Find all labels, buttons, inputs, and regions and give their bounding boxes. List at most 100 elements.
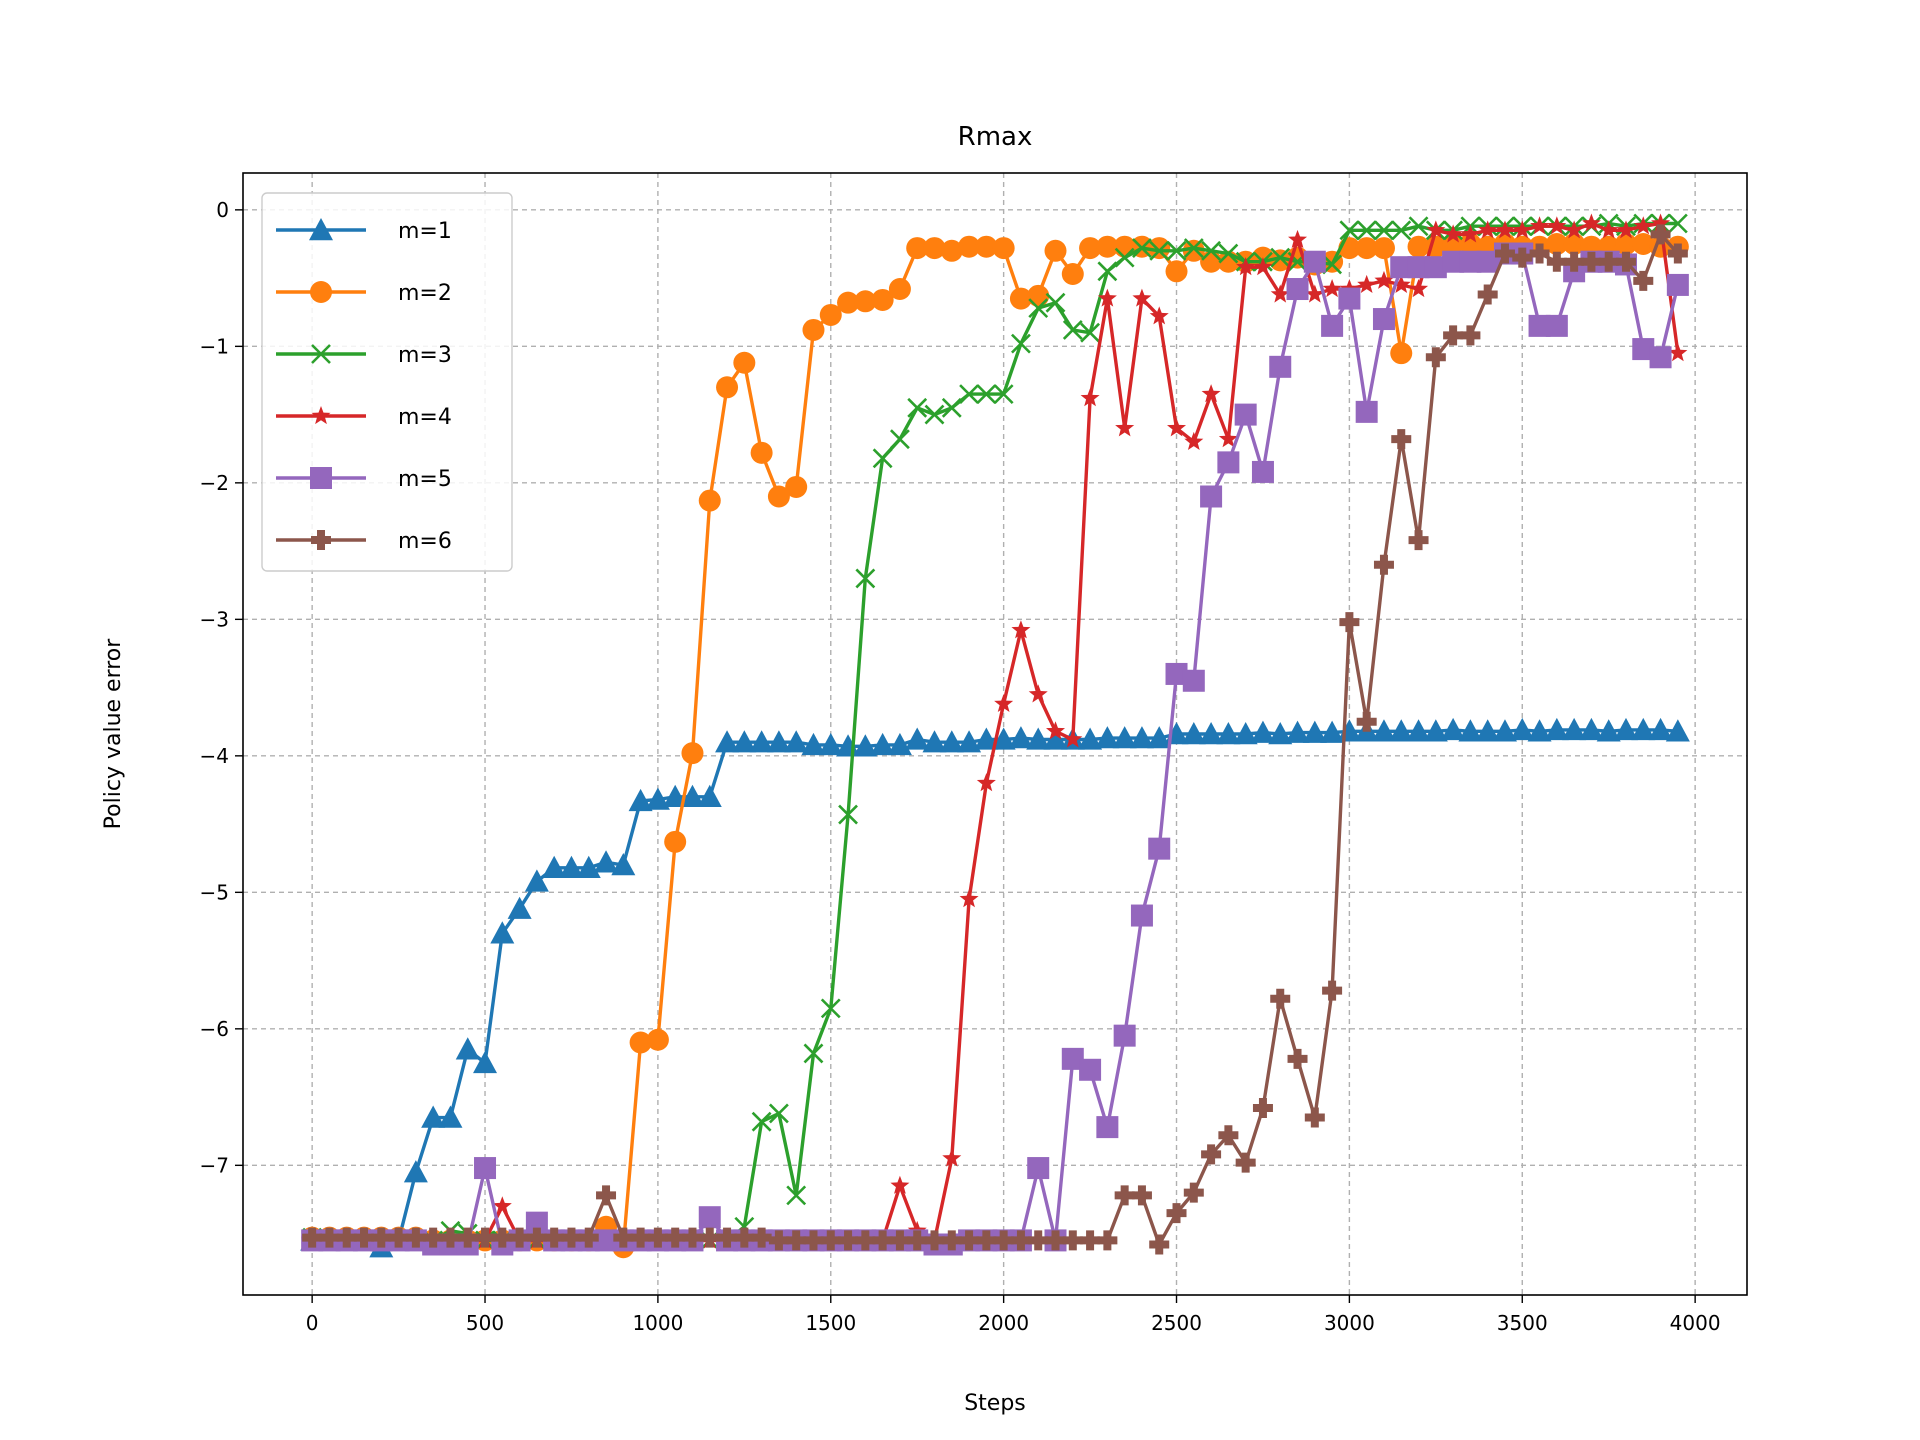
data-point	[888, 278, 911, 301]
data-point	[578, 1227, 599, 1248]
data-point	[838, 804, 858, 825]
data-point	[785, 475, 808, 498]
data-point	[1079, 1058, 1102, 1081]
data-point	[474, 1157, 497, 1180]
data-point	[1044, 239, 1067, 262]
data-point	[492, 1196, 512, 1215]
legend-marker	[310, 467, 332, 489]
data-point	[1632, 232, 1655, 255]
data-point	[837, 291, 860, 314]
data-point	[1458, 719, 1483, 742]
data-point	[1391, 220, 1412, 241]
data-point	[1529, 243, 1550, 264]
data-point	[1562, 717, 1587, 741]
data-point	[1165, 260, 1188, 283]
data-point	[1423, 719, 1448, 742]
data-point	[1460, 224, 1480, 243]
data-point	[1391, 429, 1412, 450]
data-point	[733, 351, 756, 374]
data-point	[1131, 1185, 1152, 1206]
data-point	[801, 732, 826, 756]
data-point	[1632, 338, 1655, 361]
data-point	[697, 784, 722, 807]
legend-item: m=6	[276, 529, 452, 554]
data-point	[613, 1227, 634, 1248]
data-point	[1181, 722, 1206, 745]
data-point	[525, 1211, 548, 1234]
data-point	[1599, 220, 1619, 239]
data-point	[1666, 273, 1689, 296]
data-point	[1269, 355, 1292, 378]
data-point	[421, 1105, 446, 1128]
data-point	[1371, 719, 1396, 742]
data-point	[803, 1230, 824, 1251]
x-axis-title: Steps	[964, 1391, 1026, 1416]
data-point	[732, 730, 757, 753]
data-point	[1027, 1157, 1050, 1180]
data-point	[1339, 220, 1360, 241]
data-point	[768, 1230, 789, 1251]
data-point	[561, 1227, 582, 1248]
data-point	[1390, 256, 1413, 279]
data-point	[403, 1160, 428, 1183]
data-point	[853, 734, 878, 757]
data-point	[717, 1227, 738, 1248]
data-point	[1182, 239, 1205, 262]
data-point	[1459, 232, 1482, 255]
data-point	[1302, 720, 1327, 743]
data-point	[595, 1229, 618, 1252]
x-tick-label: 3000	[1324, 1311, 1375, 1335]
data-point	[1061, 263, 1084, 286]
data-point	[1528, 314, 1551, 337]
data-point	[1478, 220, 1498, 239]
data-point	[1182, 669, 1205, 692]
data-point	[1166, 240, 1187, 261]
data-point	[1010, 1230, 1031, 1251]
data-point	[1374, 220, 1394, 241]
legend-marker	[311, 530, 331, 550]
legend-box	[261, 192, 513, 572]
data-point	[1201, 1144, 1222, 1165]
data-point	[1667, 243, 1688, 264]
data-point	[1615, 251, 1636, 272]
data-point	[906, 237, 929, 260]
data-point	[838, 1230, 859, 1251]
data-point	[1045, 1230, 1066, 1251]
data-point	[1613, 717, 1638, 741]
data-point	[681, 742, 704, 765]
data-point	[354, 1227, 375, 1248]
data-point	[992, 237, 1015, 260]
data-point	[1544, 717, 1569, 741]
data-point	[1668, 343, 1688, 362]
data-point	[872, 1230, 893, 1251]
data-point	[1441, 717, 1466, 741]
data-point	[1270, 988, 1291, 1009]
data-point	[942, 1148, 962, 1167]
data-point	[664, 830, 687, 853]
data-point	[1148, 837, 1171, 860]
data-point	[1045, 292, 1066, 313]
data-point	[1027, 284, 1050, 307]
data-point	[1494, 243, 1515, 264]
data-point	[1633, 216, 1653, 235]
data-point	[994, 693, 1014, 713]
legend-item: m=1	[276, 218, 452, 244]
data-point	[1407, 235, 1430, 258]
data-point	[1374, 270, 1394, 289]
axis-ticks: 0 500 1000 1500 2000 2500 3000 3500 4000 0 −1 −2 −3 −…	[200, 198, 1721, 1335]
data-point	[1614, 232, 1637, 255]
data-point	[1581, 251, 1602, 272]
data-point	[976, 773, 996, 792]
data-point	[1581, 213, 1601, 232]
data-point	[440, 1227, 461, 1248]
data-point	[405, 1227, 426, 1248]
data-point	[475, 1227, 496, 1248]
x-tick-label: 3500	[1497, 1311, 1548, 1335]
data-point	[1596, 719, 1621, 742]
legend-item: m=3	[276, 343, 452, 368]
series-layer	[300, 213, 1690, 1259]
data-point	[1235, 1152, 1256, 1173]
data-point	[1132, 238, 1152, 258]
x-tick-label: 2000	[978, 1311, 1029, 1335]
data-point	[870, 732, 895, 756]
